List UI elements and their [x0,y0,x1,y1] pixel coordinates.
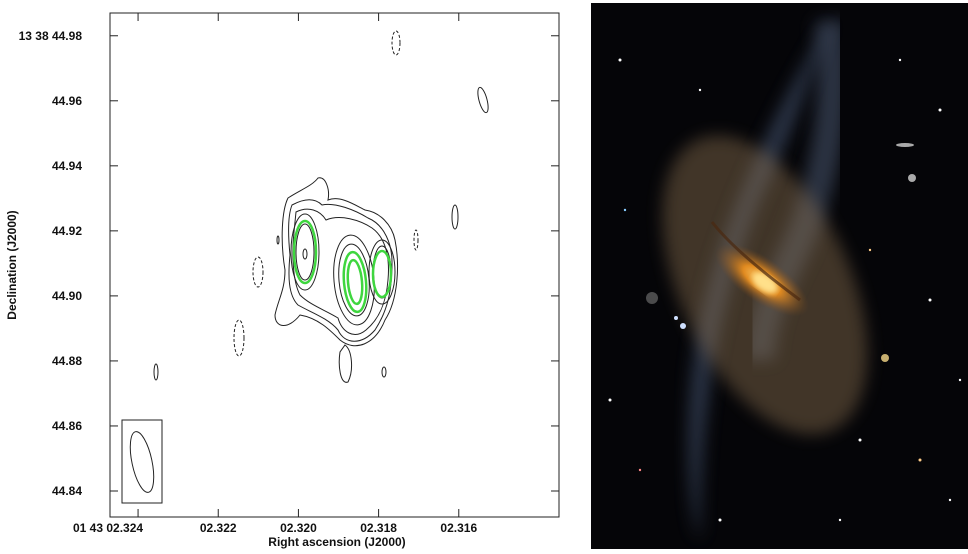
contour-map [110,13,559,517]
x-tick-label: 02.322 [200,521,237,535]
x-tick-label: 02.318 [360,521,397,535]
y-tick-label: 44.92 [52,224,82,238]
y-tick-label: 13 38 44.98 [19,29,83,43]
x-tick-label: 01 43 02.324 [73,521,143,535]
y-tick-label: 44.94 [52,159,82,173]
y-axis-label: Declination (J2000) [5,210,19,319]
x-tick-label: 02.316 [440,521,477,535]
y-tick-label: 44.88 [52,354,82,368]
x-axis-label: Right ascension (J2000) [268,535,405,549]
y-tick-label: 44.86 [52,419,82,433]
galaxy-image [591,3,968,549]
x-tick-label: 02.320 [280,521,317,535]
y-tick-label: 44.90 [52,289,82,303]
y-tick-label: 44.84 [52,484,82,498]
figure: Right ascension (J2000) Declination (J20… [0,0,968,549]
y-tick-label: 44.96 [52,94,82,108]
